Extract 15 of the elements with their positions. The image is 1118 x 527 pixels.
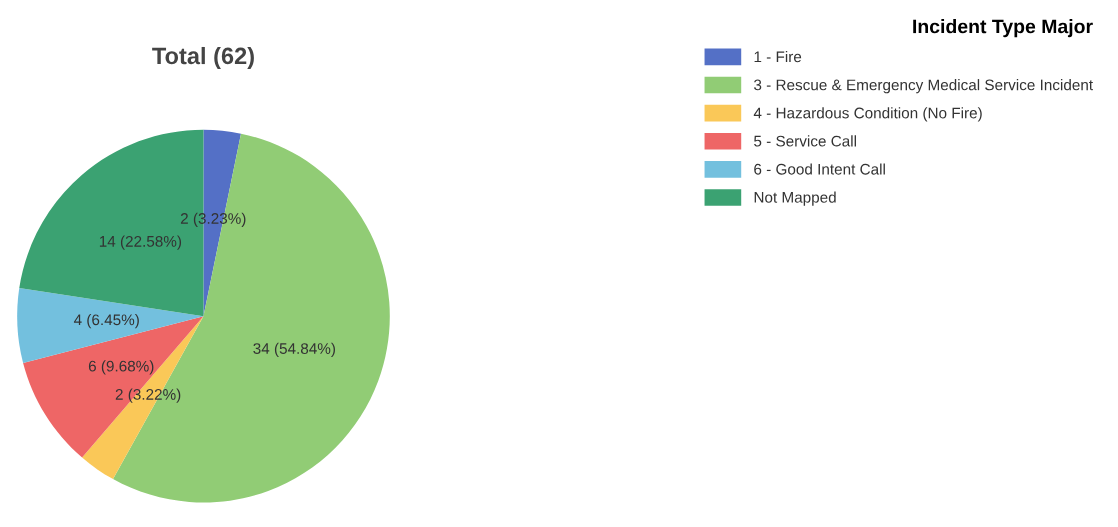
legend-label: Not Mapped: [754, 191, 836, 206]
data-label: 6 (9.68%): [88, 360, 154, 375]
legend-label: 5 - Service Call: [754, 135, 856, 147]
data-label: 4 (6.45%): [73, 313, 139, 329]
data-label: 34 (54.84%): [253, 342, 336, 357]
legend-label: 6 - Good Intent Call: [754, 163, 885, 175]
data-label: 2 (3.22%): [115, 388, 181, 403]
legend-label: 4 - Hazardous Condition (No Fire): [753, 107, 982, 122]
legend-label: 3 - Rescue & Emergency Medical Service Incident: [754, 79, 1093, 94]
pie-slice: [23, 316, 204, 458]
data-label: 14 (22.58%): [99, 235, 182, 250]
pie-slice: [82, 316, 204, 480]
chart-title: Total (62): [152, 46, 254, 69]
legend-title: Incident Type Major: [913, 19, 1093, 38]
legend-label: 1 - Fire: [754, 50, 802, 63]
